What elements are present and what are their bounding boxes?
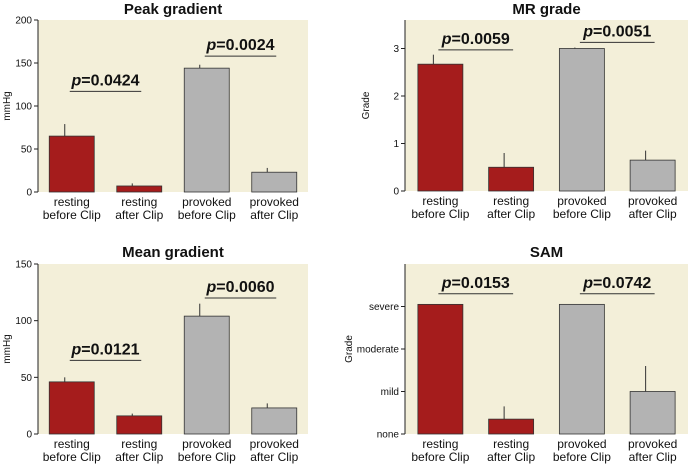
p-value-label: p=0.0060 <box>205 279 274 296</box>
bar-2 <box>183 67 230 193</box>
p-value-label: p=0.0121 <box>70 341 139 358</box>
bar-0 <box>48 381 95 435</box>
x-tick-label: resting after Clip <box>487 194 535 221</box>
y-tick-label: none <box>377 430 400 441</box>
y-tick-label: 100 <box>15 316 32 327</box>
chart-panel-2: Mean gradient 0 50 100 150 mmHg resting before … <box>2 244 308 464</box>
chart-title: MR grade <box>512 1 580 18</box>
x-tick-label: provoked after Clip <box>250 437 299 464</box>
y-tick-label: 2 <box>393 92 399 103</box>
y-axis-label: Grade <box>361 91 372 119</box>
bar-0 <box>48 135 95 193</box>
bar-0 <box>417 303 464 435</box>
y-tick-label: 0 <box>393 187 399 198</box>
p-value-label: p=0.0424 <box>70 72 139 89</box>
y-tick-label: severe <box>369 302 399 313</box>
x-tick-label: provoked after Clip <box>250 195 299 222</box>
x-tick-label: provoked before Clip <box>553 437 611 464</box>
p-value-label: p=0.0024 <box>205 37 274 54</box>
x-tick-label: provoked before Clip <box>553 194 611 221</box>
y-tick-label: 200 <box>15 16 32 27</box>
bar-3 <box>251 171 298 193</box>
x-tick-label: resting before Clip <box>43 195 101 222</box>
x-tick-label: resting after Clip <box>115 437 163 464</box>
chart-title: SAM <box>530 244 563 261</box>
x-tick-label: provoked before Clip <box>178 437 236 464</box>
x-tick-label: resting before Clip <box>411 194 469 221</box>
p-value-label: p=0.0153 <box>441 275 510 292</box>
y-axis-label: mmHg <box>2 334 13 363</box>
bar-3 <box>629 391 676 435</box>
x-tick-label: provoked after Clip <box>628 437 677 464</box>
y-tick-label: moderate <box>357 345 400 356</box>
bar-2 <box>558 48 605 192</box>
chart-panel-0: Peak gradient 0 50 100 150 200 mmHg resting befo… <box>2 1 308 222</box>
bar-3 <box>629 159 676 192</box>
y-tick-label: mild <box>381 387 399 398</box>
x-tick-label: resting after Clip <box>115 195 163 222</box>
y-tick-label: 50 <box>21 373 33 384</box>
bar-3 <box>251 407 298 435</box>
bar-1 <box>488 166 535 192</box>
y-axis-label: Grade <box>344 335 355 363</box>
y-tick-label: 150 <box>15 260 32 271</box>
y-axis-label: mmHg <box>2 91 13 120</box>
y-tick-label: 50 <box>21 145 33 156</box>
chart-title: Peak gradient <box>124 1 222 18</box>
y-tick-label: 1 <box>393 139 399 150</box>
bar-1 <box>116 415 163 435</box>
x-tick-label: resting before Clip <box>43 437 101 464</box>
x-tick-label: provoked before Clip <box>178 195 236 222</box>
y-tick-label: 0 <box>26 430 32 441</box>
y-tick-label: 0 <box>26 188 32 199</box>
chart-panel-1: MR grade 0 1 2 3 Grade resting before Clip resti… <box>361 1 688 221</box>
chart-title: Mean gradient <box>122 244 224 261</box>
x-tick-label: provoked after Clip <box>628 194 677 221</box>
p-value-label: p=0.0742 <box>582 275 651 292</box>
y-tick-label: 150 <box>15 59 32 70</box>
y-tick-label: 100 <box>15 102 32 113</box>
bar-1 <box>116 185 163 193</box>
x-tick-label: resting before Clip <box>411 437 469 464</box>
bar-0 <box>417 63 464 192</box>
bar-2 <box>183 315 230 435</box>
p-value-label: p=0.0059 <box>441 31 510 48</box>
chart-panel-3: SAM none mild moderate severe Grade resting bef… <box>344 244 688 464</box>
bar-1 <box>488 418 535 435</box>
x-tick-label: resting after Clip <box>487 437 535 464</box>
bar-2 <box>558 303 605 435</box>
p-value-label: p=0.0051 <box>582 23 651 40</box>
y-tick-label: 3 <box>393 44 399 55</box>
